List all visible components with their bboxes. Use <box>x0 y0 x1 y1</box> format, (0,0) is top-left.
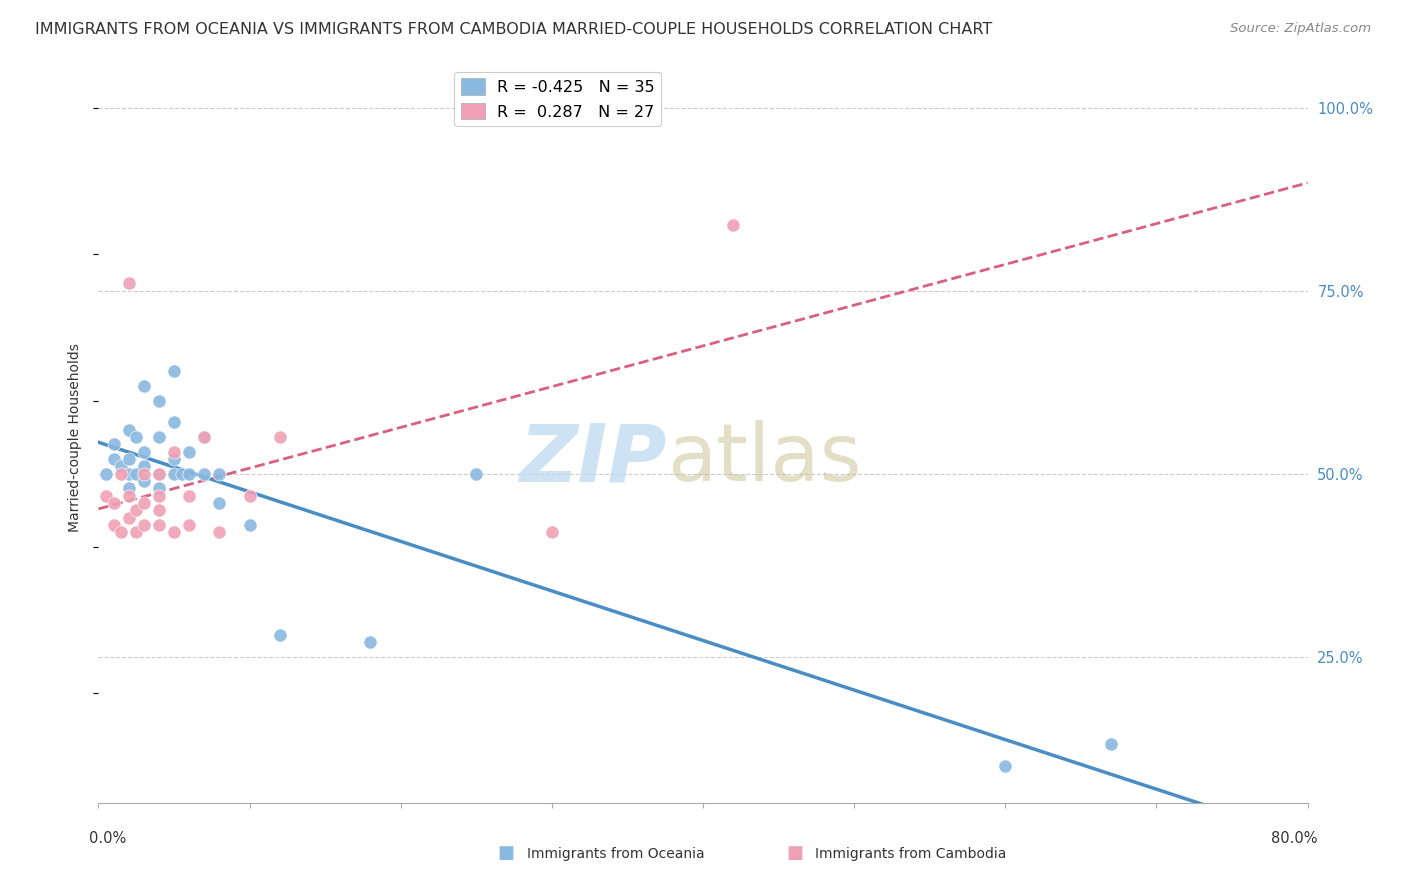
Point <box>269 430 291 444</box>
Point <box>118 489 141 503</box>
Text: Source: ZipAtlas.com: Source: ZipAtlas.com <box>1230 22 1371 36</box>
Point <box>723 218 745 232</box>
Point <box>132 444 155 458</box>
Text: 0.0%: 0.0% <box>89 831 125 846</box>
Point <box>110 525 132 540</box>
Point <box>148 517 170 532</box>
Point <box>239 489 262 503</box>
Text: ZIP: ZIP <box>519 420 666 498</box>
Text: 80.0%: 80.0% <box>1271 831 1317 846</box>
Point <box>94 467 117 481</box>
Point <box>103 452 125 467</box>
Point <box>465 467 488 481</box>
Point <box>132 474 155 488</box>
Point <box>208 467 231 481</box>
Y-axis label: Married-couple Households: Married-couple Households <box>69 343 83 532</box>
Point <box>148 489 170 503</box>
Point <box>360 635 382 649</box>
Point <box>132 379 155 393</box>
Point <box>125 467 148 481</box>
Point <box>148 393 170 408</box>
Point <box>193 430 215 444</box>
Point <box>118 510 141 524</box>
Point <box>994 759 1017 773</box>
Point <box>239 517 262 532</box>
Point <box>118 452 141 467</box>
Point <box>163 416 186 430</box>
Point <box>163 452 186 467</box>
Point <box>193 467 215 481</box>
Legend: R = -0.425   N = 35, R =  0.287   N = 27: R = -0.425 N = 35, R = 0.287 N = 27 <box>454 72 661 126</box>
Point <box>125 503 148 517</box>
Point <box>110 459 132 474</box>
Point <box>103 496 125 510</box>
Text: Immigrants from Cambodia: Immigrants from Cambodia <box>815 847 1007 861</box>
Point <box>269 627 291 641</box>
Point <box>132 517 155 532</box>
Point <box>170 467 193 481</box>
Point <box>1099 737 1122 751</box>
Point <box>132 459 155 474</box>
Text: ■: ■ <box>786 844 803 862</box>
Point <box>208 525 231 540</box>
Point <box>179 489 201 503</box>
Point <box>118 277 141 291</box>
Point <box>118 481 141 495</box>
Point <box>148 430 170 444</box>
Point <box>148 467 170 481</box>
Point <box>163 525 186 540</box>
Point <box>103 517 125 532</box>
Point <box>163 444 186 458</box>
Text: IMMIGRANTS FROM OCEANIA VS IMMIGRANTS FROM CAMBODIA MARRIED-COUPLE HOUSEHOLDS CO: IMMIGRANTS FROM OCEANIA VS IMMIGRANTS FR… <box>35 22 993 37</box>
Point <box>179 444 201 458</box>
Point <box>148 467 170 481</box>
Point <box>132 467 155 481</box>
Point <box>208 496 231 510</box>
Point <box>118 467 141 481</box>
Point <box>118 423 141 437</box>
Text: atlas: atlas <box>666 420 860 498</box>
Point <box>103 437 125 451</box>
Point <box>125 430 148 444</box>
Point <box>148 503 170 517</box>
Text: ■: ■ <box>498 844 515 862</box>
Point <box>163 467 186 481</box>
Text: Immigrants from Oceania: Immigrants from Oceania <box>527 847 704 861</box>
Point <box>132 496 155 510</box>
Point <box>163 364 186 378</box>
Point <box>193 430 215 444</box>
Point <box>179 517 201 532</box>
Point <box>540 525 562 540</box>
Point <box>125 525 148 540</box>
Point <box>94 489 117 503</box>
Point <box>110 467 132 481</box>
Point <box>179 467 201 481</box>
Point <box>148 481 170 495</box>
